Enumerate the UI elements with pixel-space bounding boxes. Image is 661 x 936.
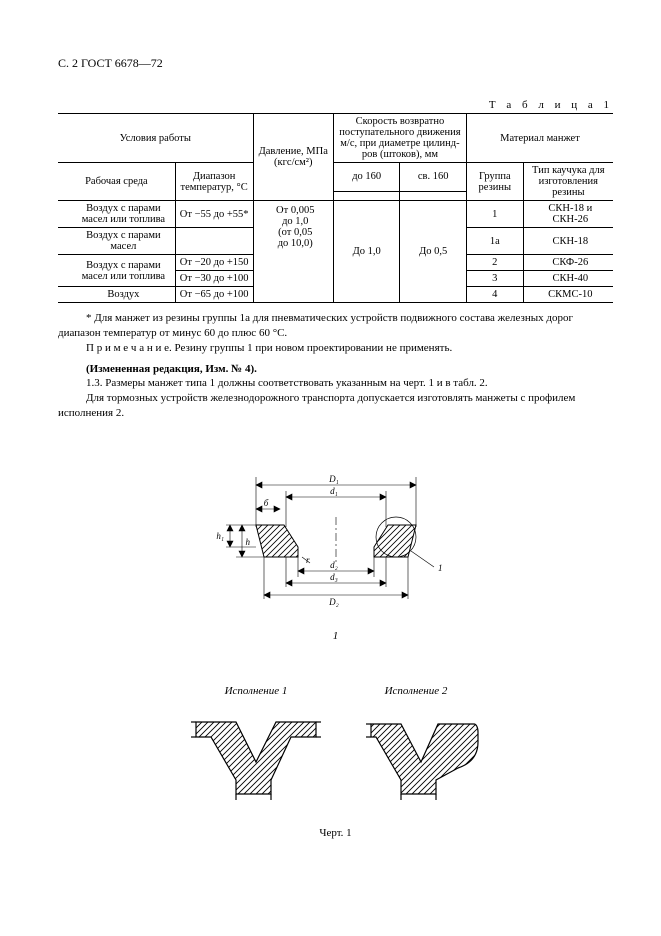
dim-b: б — [263, 498, 268, 508]
variant-1-label: Исполнение 1 — [223, 685, 287, 697]
cell-env: Воздух с парами масел или топлива — [58, 201, 175, 228]
press-line: до 10,0) — [262, 238, 329, 249]
cell-press: От 0,005 до 1,0 (от 0,05 до 10,0) — [253, 201, 333, 303]
cell-type: СКН-18 и СКН-26 — [523, 201, 613, 228]
cell-range: От −65 до +100 — [175, 287, 253, 303]
dim-D1: D₁ — [328, 474, 339, 484]
cell-type: СКН-18 — [523, 228, 613, 255]
th-type: Тип каучука для изготовле­ния резины — [523, 163, 613, 201]
dim-h: h — [245, 537, 250, 547]
th-press: Давление, МПа (кгс/см²) — [253, 114, 333, 201]
cell-grp: 2 — [466, 255, 523, 271]
cell-type: СКМС-10 — [523, 287, 613, 303]
cell-range: От −30 до +100 — [175, 271, 253, 287]
para-1-3b: Для тормозных устройств железнодорожного… — [58, 391, 613, 421]
para-1-3: 1.3. Размеры манжет типа 1 должны соотве… — [58, 376, 613, 391]
dim-D2: D₂ — [328, 597, 339, 607]
cell-range: От −55 до +55* — [175, 201, 253, 228]
dim-h1: h₁ — [216, 531, 224, 541]
cell-speed1: До 1,0 — [333, 201, 399, 303]
detail-label: 1 — [438, 563, 443, 573]
variant-2-label: Исполнение 2 — [383, 685, 447, 697]
table-row: Воздух с парами масел или топлива От −55… — [58, 201, 613, 228]
th-d2b — [400, 191, 466, 200]
figure-1-top: D₁ d₁ б 1 — [206, 467, 466, 617]
press-line: От 0,005 — [262, 205, 329, 216]
press-line: (от 0,05 — [262, 227, 329, 238]
cell-speed2: До 0,5 — [400, 201, 466, 303]
para-revision: (Измененная редакция, Изм. № 4). — [58, 362, 613, 377]
footnote-1: * Для манжет из резины группы 1а для пне… — [58, 311, 613, 341]
dim-d1: d₁ — [330, 486, 338, 496]
cell-type: СКН-40 — [523, 271, 613, 287]
cell-type: СКФ-26 — [523, 255, 613, 271]
th-range: Диапазон температур, °С — [175, 163, 253, 201]
dim-d2: d₂ — [330, 560, 338, 570]
th-mat: Материал манжет — [466, 114, 613, 163]
cell-grp: 1 — [466, 201, 523, 228]
footnote-2: П р и м е ч а н и е. Резину группы 1 при… — [58, 341, 613, 356]
table-label: Т а б л и ц а 1 — [58, 99, 613, 111]
th-d2: св. 160 — [400, 163, 466, 192]
page-header: С. 2 ГОСТ 6678—72 — [58, 56, 613, 71]
cell-grp: 1а — [466, 228, 523, 255]
cell-env: Воздух с парами масел — [58, 228, 175, 255]
cell-env: Воздух — [58, 287, 175, 303]
cell-grp: 3 — [466, 271, 523, 287]
table-1: Условия работы Давление, МПа (кгс/см²) С… — [58, 113, 613, 303]
detail-heading: 1 — [58, 630, 613, 642]
dim-d3: d₃ — [330, 572, 338, 582]
figure-1-bottom: Исполнение 1 Исполнение 2 — [176, 682, 496, 812]
press-line: до 1,0 — [262, 216, 329, 227]
cell-grp: 4 — [466, 287, 523, 303]
cell-env: Воздух с парами масел или топлива — [58, 255, 175, 287]
th-speed: Скорость возвратно поступательного движе… — [333, 114, 466, 163]
th-d1: до 160 — [333, 163, 399, 192]
th-env: Рабочая среда — [58, 163, 175, 201]
dim-r: r — [306, 555, 310, 565]
th-cond: Условия работы — [58, 114, 253, 163]
figure-caption: Черт. 1 — [58, 827, 613, 839]
th-d1b — [333, 191, 399, 200]
cell-range: От −20 до +150 — [175, 255, 253, 271]
th-grp: Группа резины — [466, 163, 523, 201]
cell-range — [175, 228, 253, 255]
